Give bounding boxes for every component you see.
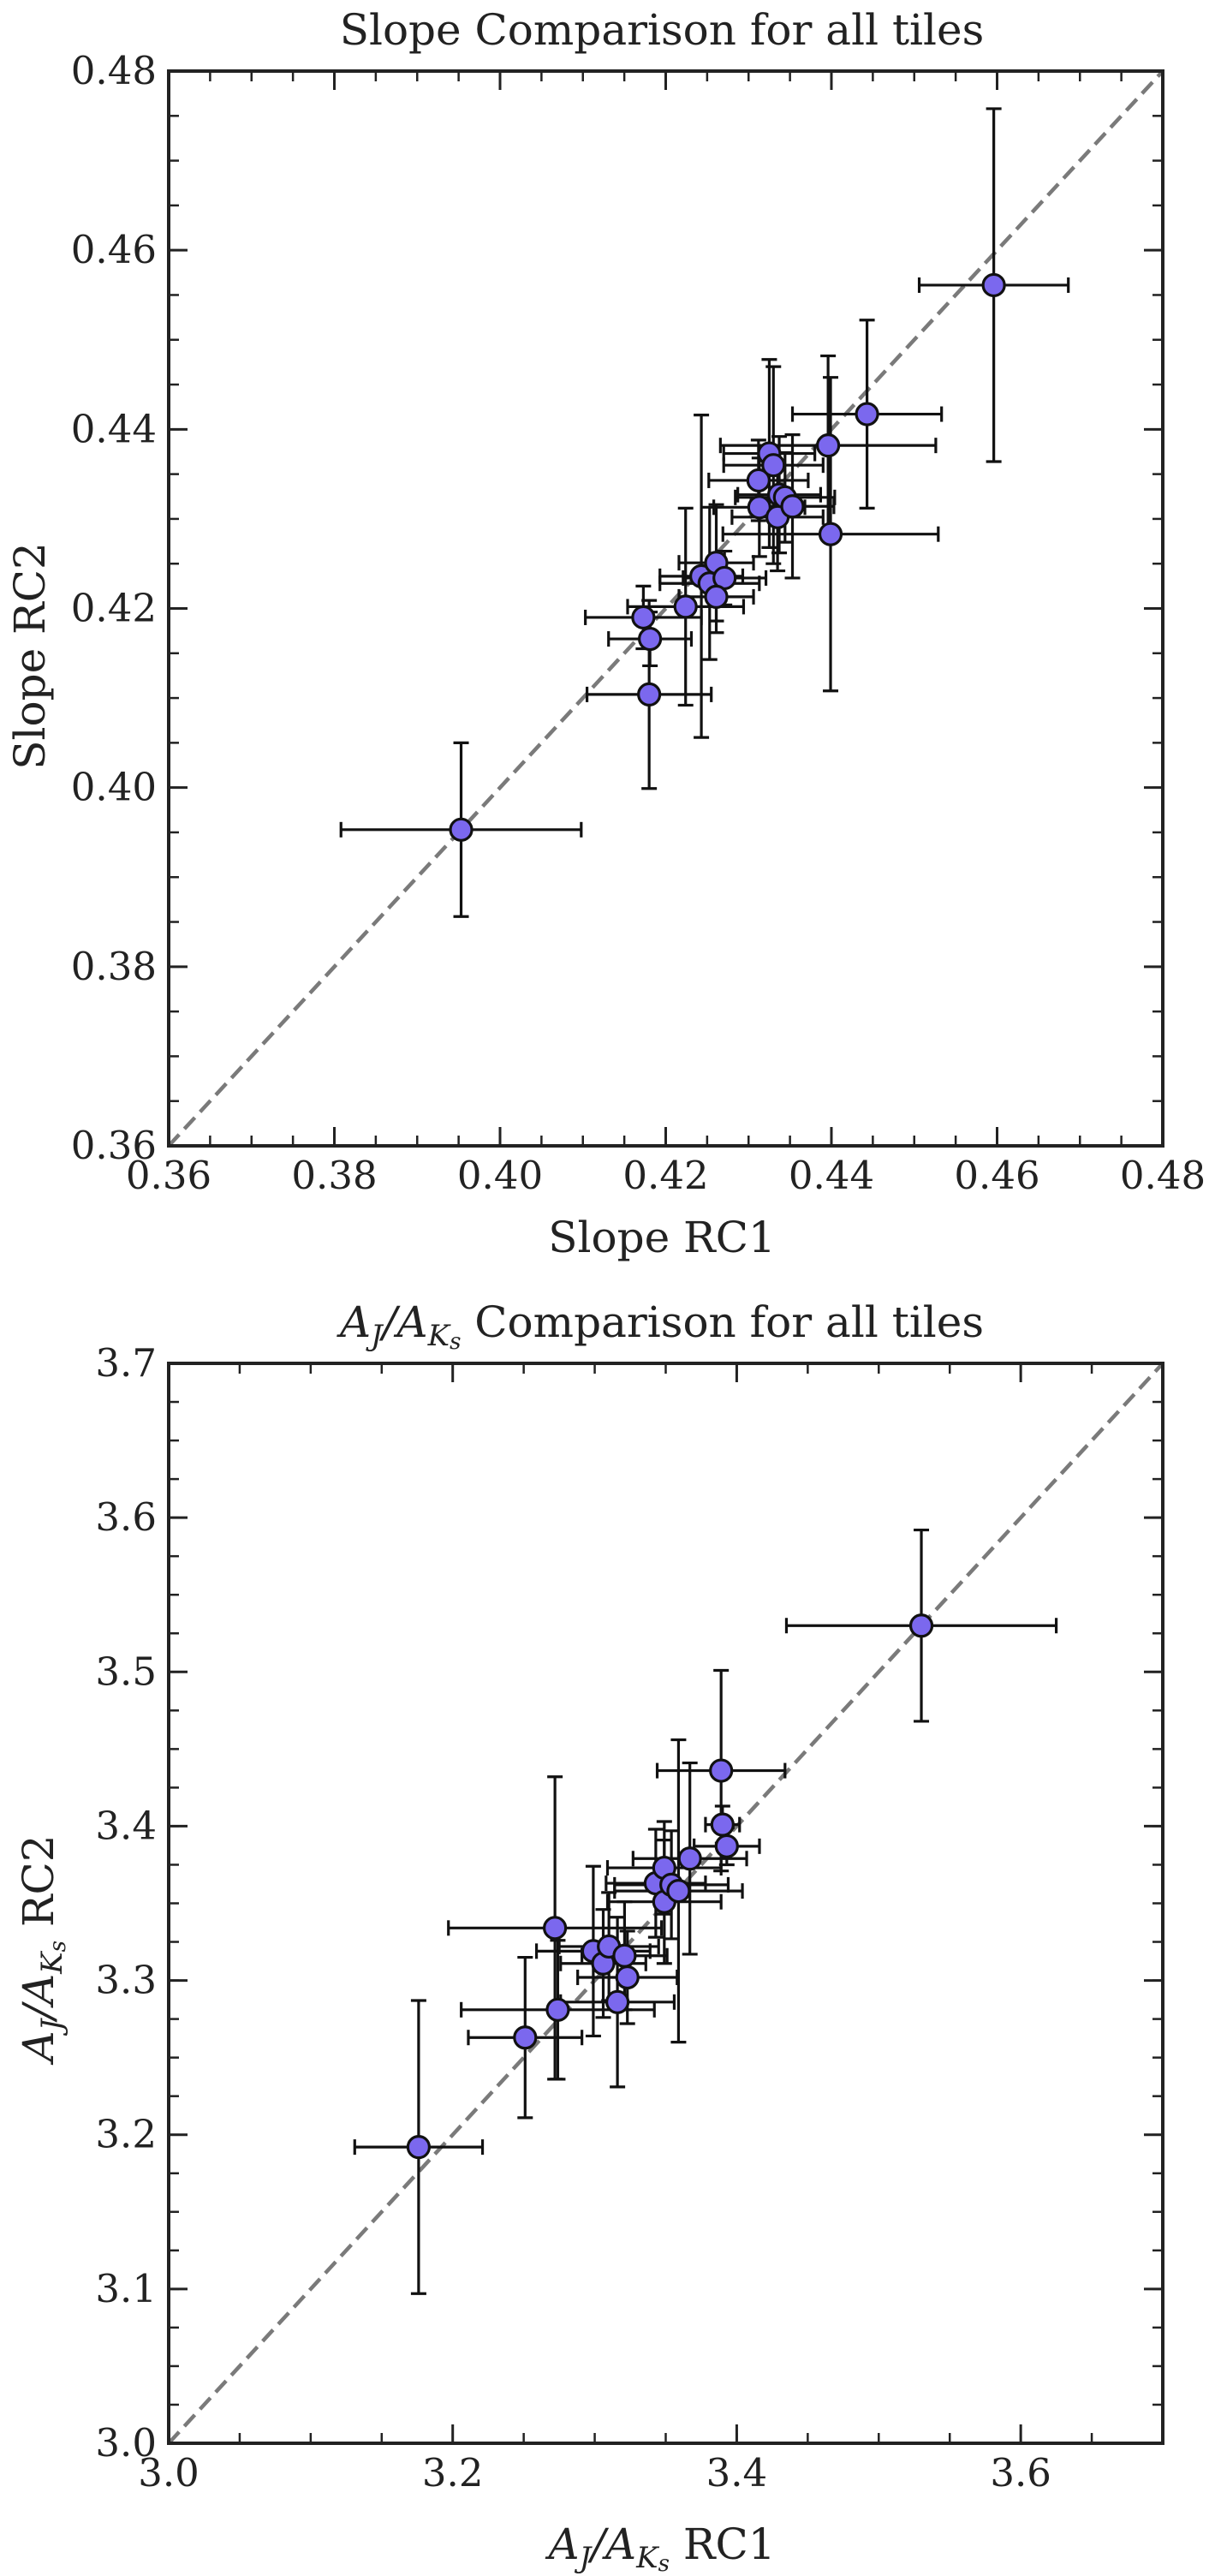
slope-y-tick-label: 0.46 <box>71 227 157 272</box>
aj-aks-data-point <box>908 1613 934 1638</box>
slope-y-tick-label: 0.40 <box>71 765 157 810</box>
slope-data-point <box>704 584 729 610</box>
slope-x-tick-label: 0.36 <box>126 1153 211 1198</box>
aj-aks-data-point <box>612 1943 637 1968</box>
aj-aks-comparison-panel: AJ/AKs Comparison for all tiles AJ/AKs R… <box>14 1297 1164 2576</box>
aj-aks-x-tick-label: 3.4 <box>706 2450 768 2496</box>
aj-aks-data-point <box>605 1989 630 2014</box>
slope-y-axis-label: Slope RC2 <box>5 542 55 770</box>
aj-aks-data-point <box>545 1997 570 2022</box>
slope-data-point <box>761 453 786 478</box>
slope-data-point <box>816 433 841 458</box>
slope-data-point <box>638 626 663 652</box>
slope-y-tick-label: 0.38 <box>71 944 157 989</box>
aj-aks-y-tick-label: 3.1 <box>95 2266 157 2311</box>
aj-aks-data-point <box>709 1758 734 1783</box>
slope-plot-frame <box>167 69 1164 1148</box>
aj-aks-x-axis-label: AJ/AKs RC1 <box>545 2519 775 2576</box>
aj-aks-data-point <box>543 1916 568 1941</box>
aj-aks-data-point <box>615 1965 640 1990</box>
slope-data-point <box>673 594 698 619</box>
aj-aks-chart-title: AJ/AKs Comparison for all tiles <box>337 1297 984 1355</box>
aj-aks-y-tick-label: 3.4 <box>95 1803 157 1848</box>
aj-aks-data-point <box>513 2025 538 2050</box>
aj-aks-x-tick-label: 3.6 <box>990 2450 1051 2496</box>
slope-x-tick-label: 0.44 <box>789 1153 874 1198</box>
aj-aks-data-point <box>677 1846 702 1871</box>
aj-aks-reference-line <box>167 1362 1164 2445</box>
slope-data-point <box>780 494 805 519</box>
aj-aks-y-tick-label: 3.2 <box>95 2112 157 2157</box>
slope-reference-line <box>167 69 1164 1148</box>
aj-aks-data-point <box>714 1834 739 1858</box>
aj-aks-y-tick-label: 3.7 <box>95 1340 157 1386</box>
slope-y-tick-label: 0.48 <box>71 48 157 93</box>
aj-aks-y-tick-label: 3.6 <box>95 1494 157 1540</box>
slope-data-point <box>855 402 879 426</box>
aj-aks-y-tick-label: 3.3 <box>95 1958 157 2003</box>
slope-y-tick-label: 0.42 <box>71 586 157 631</box>
slope-data-point <box>449 817 473 842</box>
slope-y-tick-label: 0.36 <box>71 1123 157 1168</box>
slope-data-point <box>747 495 771 520</box>
slope-comparison-panel: Slope Comparison for all tiles Slope RC1… <box>5 5 1206 1262</box>
aj-aks-plot-frame <box>167 1362 1164 2445</box>
aj-aks-data-point <box>406 2135 432 2160</box>
slope-x-tick-label: 0.40 <box>457 1153 543 1198</box>
slope-x-tick-label: 0.46 <box>954 1153 1039 1198</box>
aj-aks-x-tick-label: 3.2 <box>422 2450 484 2496</box>
slope-data-point <box>631 605 656 630</box>
aj-aks-y-tick-label: 3.0 <box>95 2420 157 2466</box>
aj-aks-data-point <box>666 1878 691 1904</box>
slope-y-tick-label: 0.44 <box>71 406 157 451</box>
slope-chart-title: Slope Comparison for all tiles <box>340 5 985 55</box>
slope-x-tick-label: 0.42 <box>622 1153 708 1198</box>
aj-aks-data-point <box>710 1812 735 1837</box>
slope-data-point <box>818 522 843 546</box>
slope-x-axis-label: Slope RC1 <box>548 1213 776 1262</box>
slope-x-tick-label: 0.48 <box>1120 1153 1206 1198</box>
aj-aks-x-tick-label: 3.0 <box>138 2450 200 2496</box>
slope-x-tick-label: 0.38 <box>291 1153 377 1198</box>
slope-data-point <box>746 468 771 493</box>
slope-data-point <box>981 272 1006 298</box>
aj-aks-y-axis-label: AJ/AKs RC2 <box>14 1834 71 2065</box>
slope-data-point <box>637 682 662 707</box>
aj-aks-y-tick-label: 3.5 <box>95 1649 157 1694</box>
